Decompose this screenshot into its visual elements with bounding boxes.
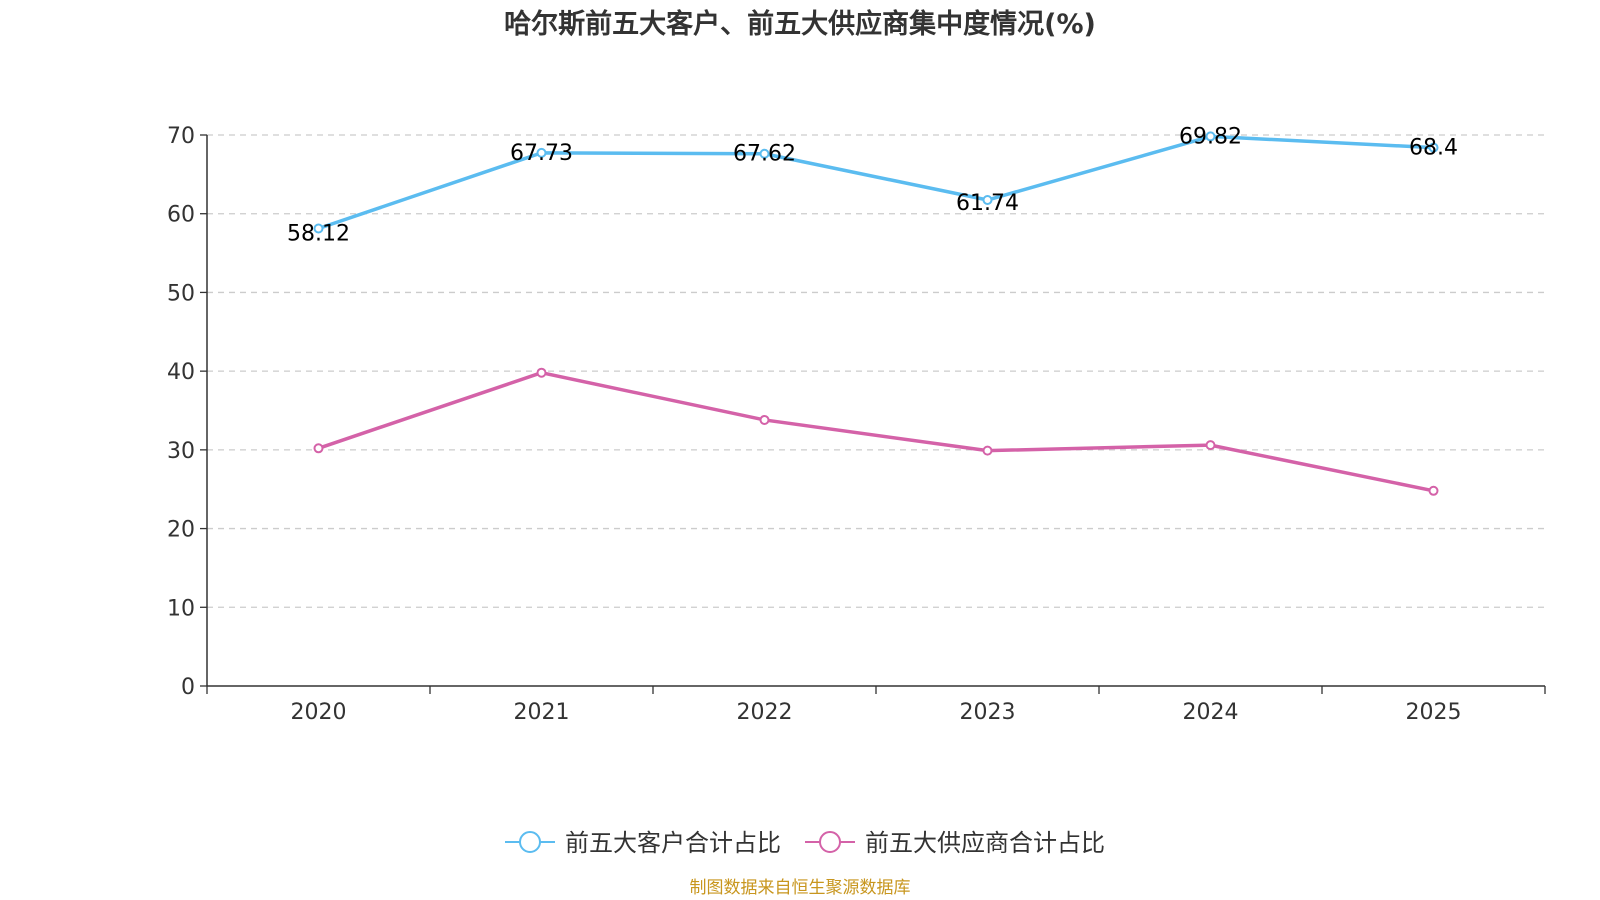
data-point bbox=[759, 414, 770, 425]
data-point bbox=[313, 443, 324, 454]
data-label: 67.62 bbox=[733, 142, 796, 167]
y-tick-label: 20 bbox=[167, 518, 195, 543]
data-label: 68.4 bbox=[1409, 136, 1458, 161]
series-0 bbox=[313, 131, 1439, 234]
data-point bbox=[1428, 142, 1439, 153]
series-1 bbox=[313, 367, 1439, 496]
data-point bbox=[1205, 131, 1216, 142]
x-tick-label: 2022 bbox=[737, 700, 793, 725]
data-labels: 58.12 67.73 67.62 61.74 69.82 68.4 bbox=[287, 124, 1458, 246]
x-tick-label: 2021 bbox=[514, 700, 570, 725]
legend-label: 前五大客户合计占比 bbox=[565, 829, 781, 857]
series-line bbox=[317, 370, 1434, 493]
data-point bbox=[536, 367, 547, 378]
y-tick-label: 60 bbox=[167, 203, 195, 228]
data-label: 61.74 bbox=[956, 191, 1019, 216]
legend[interactable]: 前五大客户合计占比 前五大供应商合计占比 bbox=[505, 829, 1105, 857]
x-tick-label: 2023 bbox=[960, 700, 1016, 725]
data-point bbox=[1428, 485, 1439, 496]
grid-lines bbox=[207, 134, 1545, 608]
y-tick-label: 40 bbox=[167, 360, 195, 385]
y-tick-label: 0 bbox=[181, 675, 195, 700]
data-point bbox=[759, 148, 770, 159]
legend-marker bbox=[819, 831, 841, 853]
data-point bbox=[1205, 440, 1216, 451]
y-tick-label: 50 bbox=[167, 281, 195, 306]
x-tick-label: 2020 bbox=[291, 700, 347, 725]
series-line bbox=[317, 134, 1434, 231]
data-label: 67.73 bbox=[510, 141, 573, 166]
legend-marker bbox=[519, 831, 541, 853]
data-label: 69.82 bbox=[1179, 124, 1242, 149]
data-point bbox=[313, 223, 324, 234]
legend-item-0[interactable]: 前五大客户合计占比 bbox=[505, 829, 781, 857]
data-label: 58.12 bbox=[287, 222, 350, 247]
legend-item-1[interactable]: 前五大供应商合计占比 bbox=[805, 829, 1105, 857]
y-tick-label: 70 bbox=[167, 124, 195, 149]
series-layer bbox=[313, 131, 1439, 496]
axes: 0 10 20 30 40 50 60 70 2020 2021 2022 2023 2024 2025 bbox=[167, 124, 1546, 725]
legend-label: 前五大供应商合计占比 bbox=[865, 829, 1105, 857]
x-tick-label: 2025 bbox=[1406, 700, 1462, 725]
x-tick-label: 2024 bbox=[1183, 700, 1239, 725]
source-note: 制图数据来自恒生聚源数据库 bbox=[690, 878, 911, 898]
y-tick-label: 10 bbox=[167, 596, 195, 621]
data-point bbox=[982, 195, 993, 206]
y-tick-label: 30 bbox=[167, 439, 195, 464]
data-point bbox=[982, 445, 993, 456]
chart-title: 哈尔斯前五大客户、前五大供应商集中度情况(%) bbox=[504, 8, 1096, 40]
data-point bbox=[536, 147, 547, 158]
